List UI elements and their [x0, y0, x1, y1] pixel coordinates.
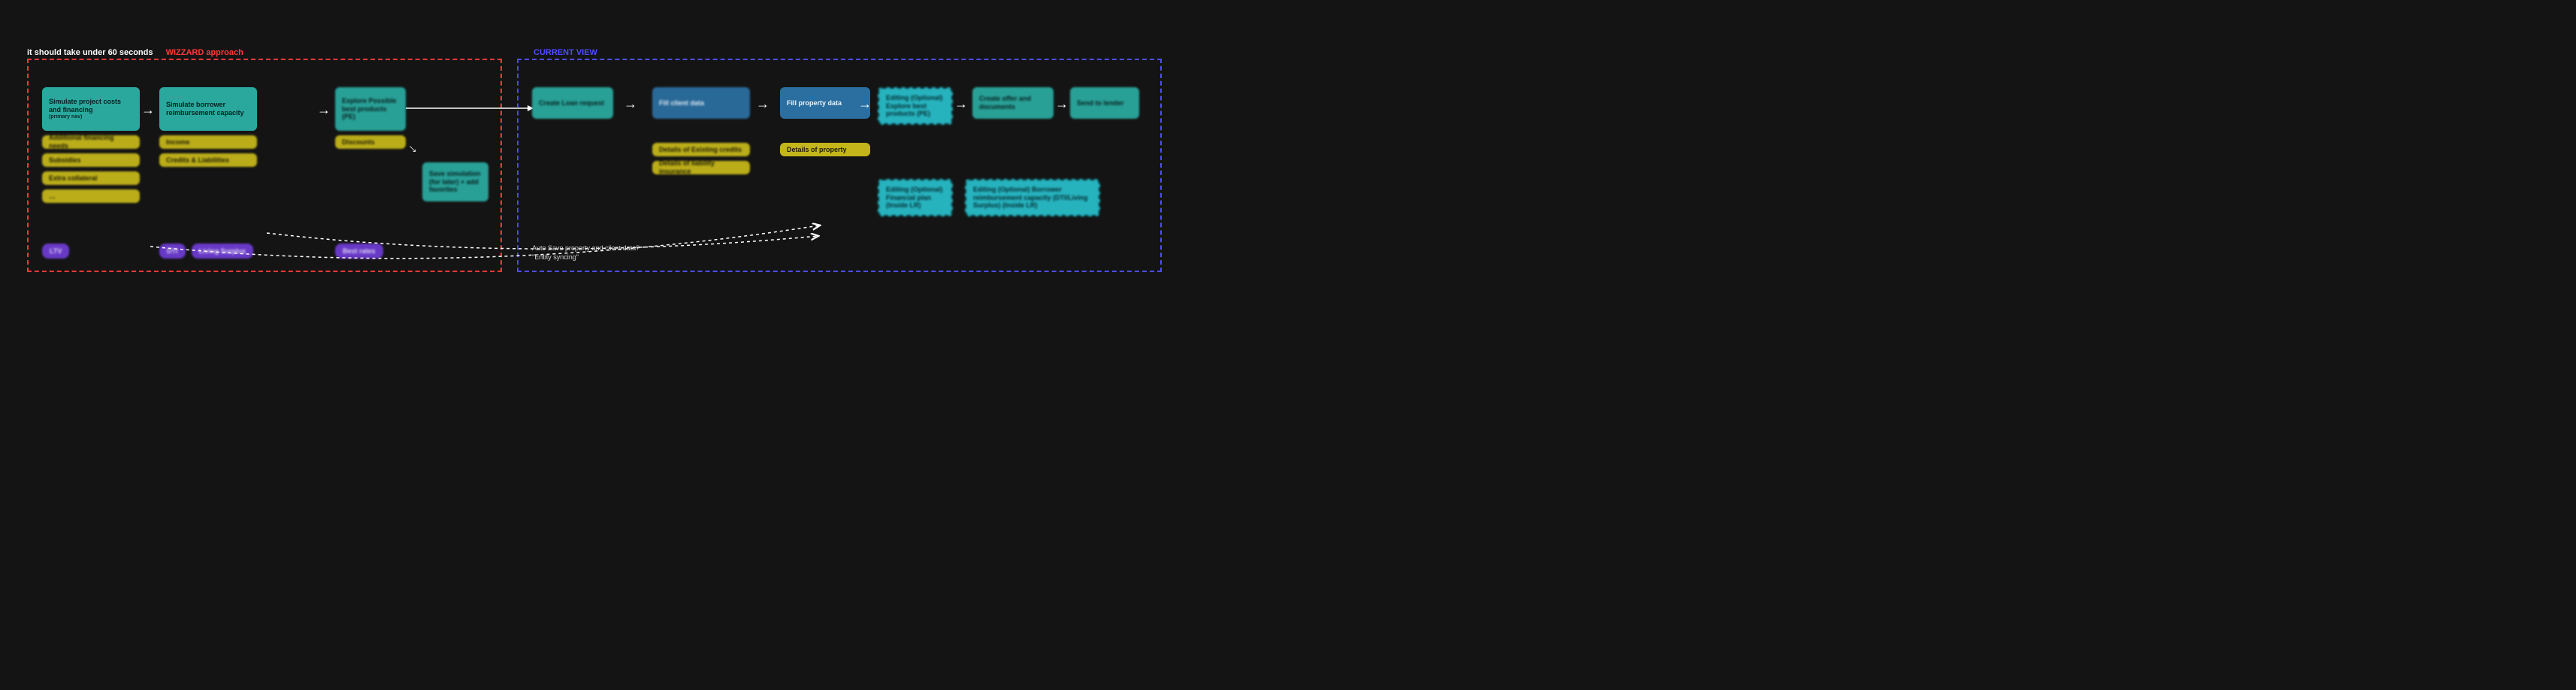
tag-dti: DTI [159, 244, 186, 259]
step-send-lender: Send to lender [1070, 87, 1139, 119]
pill-existing-credits: Details of Existing credits [652, 143, 750, 156]
step-create-offer: Create offer and documents [972, 87, 1054, 119]
pill-extra-collateral: Extra collateral [42, 171, 140, 185]
step-title: Simulate project costs and financing [49, 98, 133, 114]
title-wizard: WIZZARD approach [166, 48, 243, 57]
right-col-5: Create offer and documents [972, 87, 1054, 119]
tag-best-rates: Best rates [335, 244, 383, 259]
tags-col2: DTI Living Surplus [159, 244, 253, 259]
tag-ltv: LTV [42, 244, 69, 259]
wizard-col-2: Simulate borrower reimbursement capacity… [159, 87, 257, 167]
arrow-icon: → [756, 96, 769, 112]
tag-living-surplus: Living Surplus [192, 244, 254, 259]
pill-credits-liabilities: Credits & Liabilities [159, 153, 257, 167]
current-view-panel: Create Loan request Fill client data Det… [517, 59, 1162, 272]
arrow-icon: → [317, 102, 331, 118]
note-line-1: Auto Save property and client data? [532, 244, 639, 253]
pill-details-property: Details of property [780, 143, 870, 156]
pill-subsidies: Subsidies [42, 153, 140, 167]
step-subtitle: (primary nav) [49, 114, 82, 120]
right-col-6: Send to lender [1070, 87, 1139, 119]
step-title: Simulate borrower reimbursement capacity [166, 101, 250, 117]
arrow-down-right-icon: → [404, 138, 425, 159]
wizard-col-3: Explore Possible best products (PE) Disc… [335, 87, 406, 149]
arrow-solid-icon [406, 108, 534, 110]
wizard-panel: Simulate project costs and financing (pr… [27, 59, 502, 272]
right-col-4: Editing (Optional) Explore best products… [878, 87, 953, 125]
pill-discounts: Discounts [335, 135, 406, 149]
arrow-icon: → [954, 96, 968, 112]
title-current: CURRENT VIEW [534, 48, 597, 57]
pill-more: … [42, 189, 140, 203]
arrow-icon: → [624, 96, 637, 112]
pill-income: Income [159, 135, 257, 149]
right-col-3: Fill property data [780, 87, 870, 119]
tags-col1: LTV [42, 244, 69, 259]
step-fill-client: Fill client data [652, 87, 750, 119]
opt-financial-plan: Editing (Optional) Financial plan (Insid… [878, 179, 953, 216]
header-left: it should take under 60 seconds WIZZARD … [27, 48, 243, 57]
step-simulate-borrower: Simulate borrower reimbursement capacity [159, 87, 257, 131]
step-fill-property: Fill property data [780, 87, 870, 119]
note-line-2: "Entity syncing" [532, 253, 639, 262]
right-col-3-pills: Details of property [780, 143, 870, 156]
pill-liability-insurance: Details of liability insurance [652, 161, 750, 174]
arrow-icon: → [1055, 96, 1069, 112]
wizard-col-1: Simulate project costs and financing (pr… [42, 87, 140, 203]
tags-col3: Best rates [335, 244, 383, 259]
pill-financing-needs: Additional financing needs [42, 135, 140, 149]
opt-borrower-capacity: Editing (Optional) Borrower reimbursemen… [965, 179, 1100, 216]
step-opt-explore: Editing (Optional) Explore best products… [878, 87, 953, 125]
right-col-2: Fill client data [652, 87, 750, 119]
step-explore-products: Explore Possible best products (PE) [335, 87, 406, 131]
step-simulate-costs: Simulate project costs and financing (pr… [42, 87, 140, 131]
arrow-icon: → [141, 102, 155, 118]
step-create-loan: Create Loan request [532, 87, 613, 119]
title-main: it should take under 60 seconds [27, 48, 153, 57]
step-save-simulation: Save simulation (for later) + add favori… [422, 162, 488, 201]
right-col-2-pills: Details of Existing credits Details of l… [652, 143, 750, 174]
note-autosave: Auto Save property and client data? "Ent… [532, 244, 639, 262]
right-col-1: Create Loan request [532, 87, 613, 119]
arrow-icon: → [858, 96, 872, 112]
